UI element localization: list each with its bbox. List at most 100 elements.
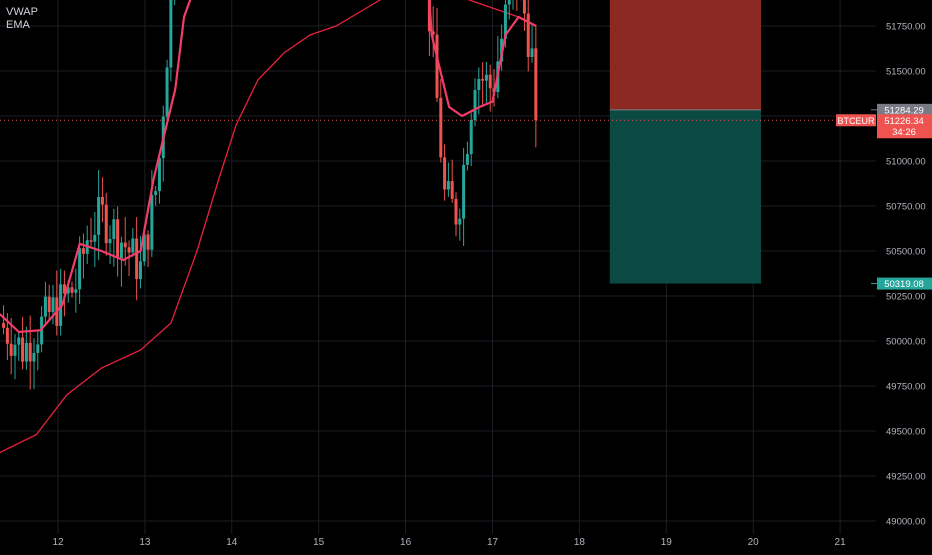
candle-up[interactable] xyxy=(24,342,28,362)
candle-up[interactable] xyxy=(462,164,466,219)
candle-up[interactable] xyxy=(13,344,17,356)
time-tick-label: 13 xyxy=(139,537,151,548)
candle-down[interactable] xyxy=(146,234,150,250)
candle-up[interactable] xyxy=(93,234,97,242)
time-tick-label: 17 xyxy=(487,537,499,548)
price-tick-label: 50250.00 xyxy=(886,292,926,303)
candle-up[interactable] xyxy=(51,297,55,312)
candle-down[interactable] xyxy=(522,0,526,14)
candle-up[interactable] xyxy=(507,0,511,5)
candle-up[interactable] xyxy=(108,238,112,244)
candle-down[interactable] xyxy=(123,242,127,248)
candle-down[interactable] xyxy=(443,157,447,190)
price-tick-label: 49000.00 xyxy=(886,517,926,528)
position-tool[interactable] xyxy=(609,0,762,284)
candle-down[interactable] xyxy=(534,48,538,121)
candle-down[interactable] xyxy=(526,13,530,58)
candle-down[interactable] xyxy=(454,198,458,225)
candle-down[interactable] xyxy=(62,284,66,294)
price-marker-label: 50319.08 xyxy=(884,279,924,290)
candle-up[interactable] xyxy=(169,0,173,68)
candle-down[interactable] xyxy=(481,78,485,81)
candle-down[interactable] xyxy=(28,342,32,362)
price-tick-label: 50750.00 xyxy=(886,202,926,213)
legend-ema[interactable]: EMA xyxy=(6,19,30,31)
ema-line xyxy=(0,0,537,454)
candle-up[interactable] xyxy=(78,248,82,290)
price-tick-label: 51500.00 xyxy=(886,67,926,78)
candle-up[interactable] xyxy=(36,344,40,353)
price-tick-label: 51750.00 xyxy=(886,22,926,33)
candle-up[interactable] xyxy=(112,219,116,239)
candle-up[interactable] xyxy=(484,74,488,81)
take-profit-zone[interactable] xyxy=(609,109,762,284)
time-tick-label: 14 xyxy=(226,537,238,548)
price-marker xyxy=(877,277,932,290)
candle-up[interactable] xyxy=(32,352,36,362)
candle-up[interactable] xyxy=(477,78,481,91)
candle-down[interactable] xyxy=(100,196,104,205)
candle-down[interactable] xyxy=(21,337,25,362)
candle-up[interactable] xyxy=(142,234,146,262)
candle-down[interactable] xyxy=(2,323,6,328)
symbol-label: BTCEUR xyxy=(837,116,875,126)
candle-down[interactable] xyxy=(89,240,93,242)
last-price-tag xyxy=(877,114,932,139)
candle-down[interactable] xyxy=(439,97,443,158)
candle-up[interactable] xyxy=(138,261,142,280)
candle-down[interactable] xyxy=(47,296,51,312)
time-tick-label: 21 xyxy=(835,537,847,548)
vwap-line xyxy=(0,0,537,334)
candle-down[interactable] xyxy=(135,238,139,280)
candle-up[interactable] xyxy=(59,284,63,326)
candle-down[interactable] xyxy=(81,248,85,254)
candle-down[interactable] xyxy=(116,219,120,259)
candle-up[interactable] xyxy=(66,287,70,294)
price-marker-label: 51284.29 xyxy=(884,105,924,116)
time-tick-label: 19 xyxy=(661,537,673,548)
candle-down[interactable] xyxy=(70,287,74,293)
candle-down[interactable] xyxy=(488,74,492,89)
candle-up[interactable] xyxy=(154,191,158,196)
candles-group[interactable] xyxy=(2,0,538,390)
candle-down[interactable] xyxy=(431,31,435,35)
candle-up[interactable] xyxy=(150,195,154,250)
candle-up[interactable] xyxy=(503,4,507,39)
time-tick-label: 16 xyxy=(400,537,412,548)
last-price-label: 51226.34 xyxy=(884,116,924,127)
candle-up[interactable] xyxy=(530,48,534,58)
candle-up[interactable] xyxy=(165,67,169,117)
price-markers: 52377.5451284.2950319.0851226.3434:26BTC… xyxy=(836,103,932,290)
candle-up[interactable] xyxy=(43,296,47,317)
candle-up[interactable] xyxy=(446,181,450,190)
candle-up[interactable] xyxy=(74,289,78,293)
candle-up[interactable] xyxy=(458,218,462,225)
candle-up[interactable] xyxy=(119,242,123,259)
symbol-tag xyxy=(836,114,876,127)
price-tick-label: 49750.00 xyxy=(886,382,926,393)
price-tick-label: 49250.00 xyxy=(886,472,926,483)
candle-down[interactable] xyxy=(104,204,108,244)
candle-down[interactable] xyxy=(127,247,131,253)
candle-down[interactable] xyxy=(435,34,439,98)
candle-down[interactable] xyxy=(450,181,454,199)
candle-up[interactable] xyxy=(465,154,469,165)
time-axis[interactable]: 12 13 14 15 16 17 18 19 20 21 xyxy=(52,537,846,548)
price-tick-label: 49500.00 xyxy=(886,427,926,438)
candle-down[interactable] xyxy=(9,343,13,356)
vwap-line-group xyxy=(0,0,537,334)
legend-vwap[interactable]: VWAP xyxy=(6,6,38,18)
candle-up[interactable] xyxy=(473,90,477,121)
candle-up[interactable] xyxy=(157,158,161,192)
candle-up[interactable] xyxy=(97,196,101,235)
candle-up[interactable] xyxy=(131,238,135,253)
price-tick-label: 50000.00 xyxy=(886,337,926,348)
ema-line-group xyxy=(0,0,537,454)
candle-down[interactable] xyxy=(5,327,9,344)
stop-loss-zone[interactable] xyxy=(609,0,762,110)
candle-up[interactable] xyxy=(17,337,21,345)
candle-up[interactable] xyxy=(469,120,473,155)
